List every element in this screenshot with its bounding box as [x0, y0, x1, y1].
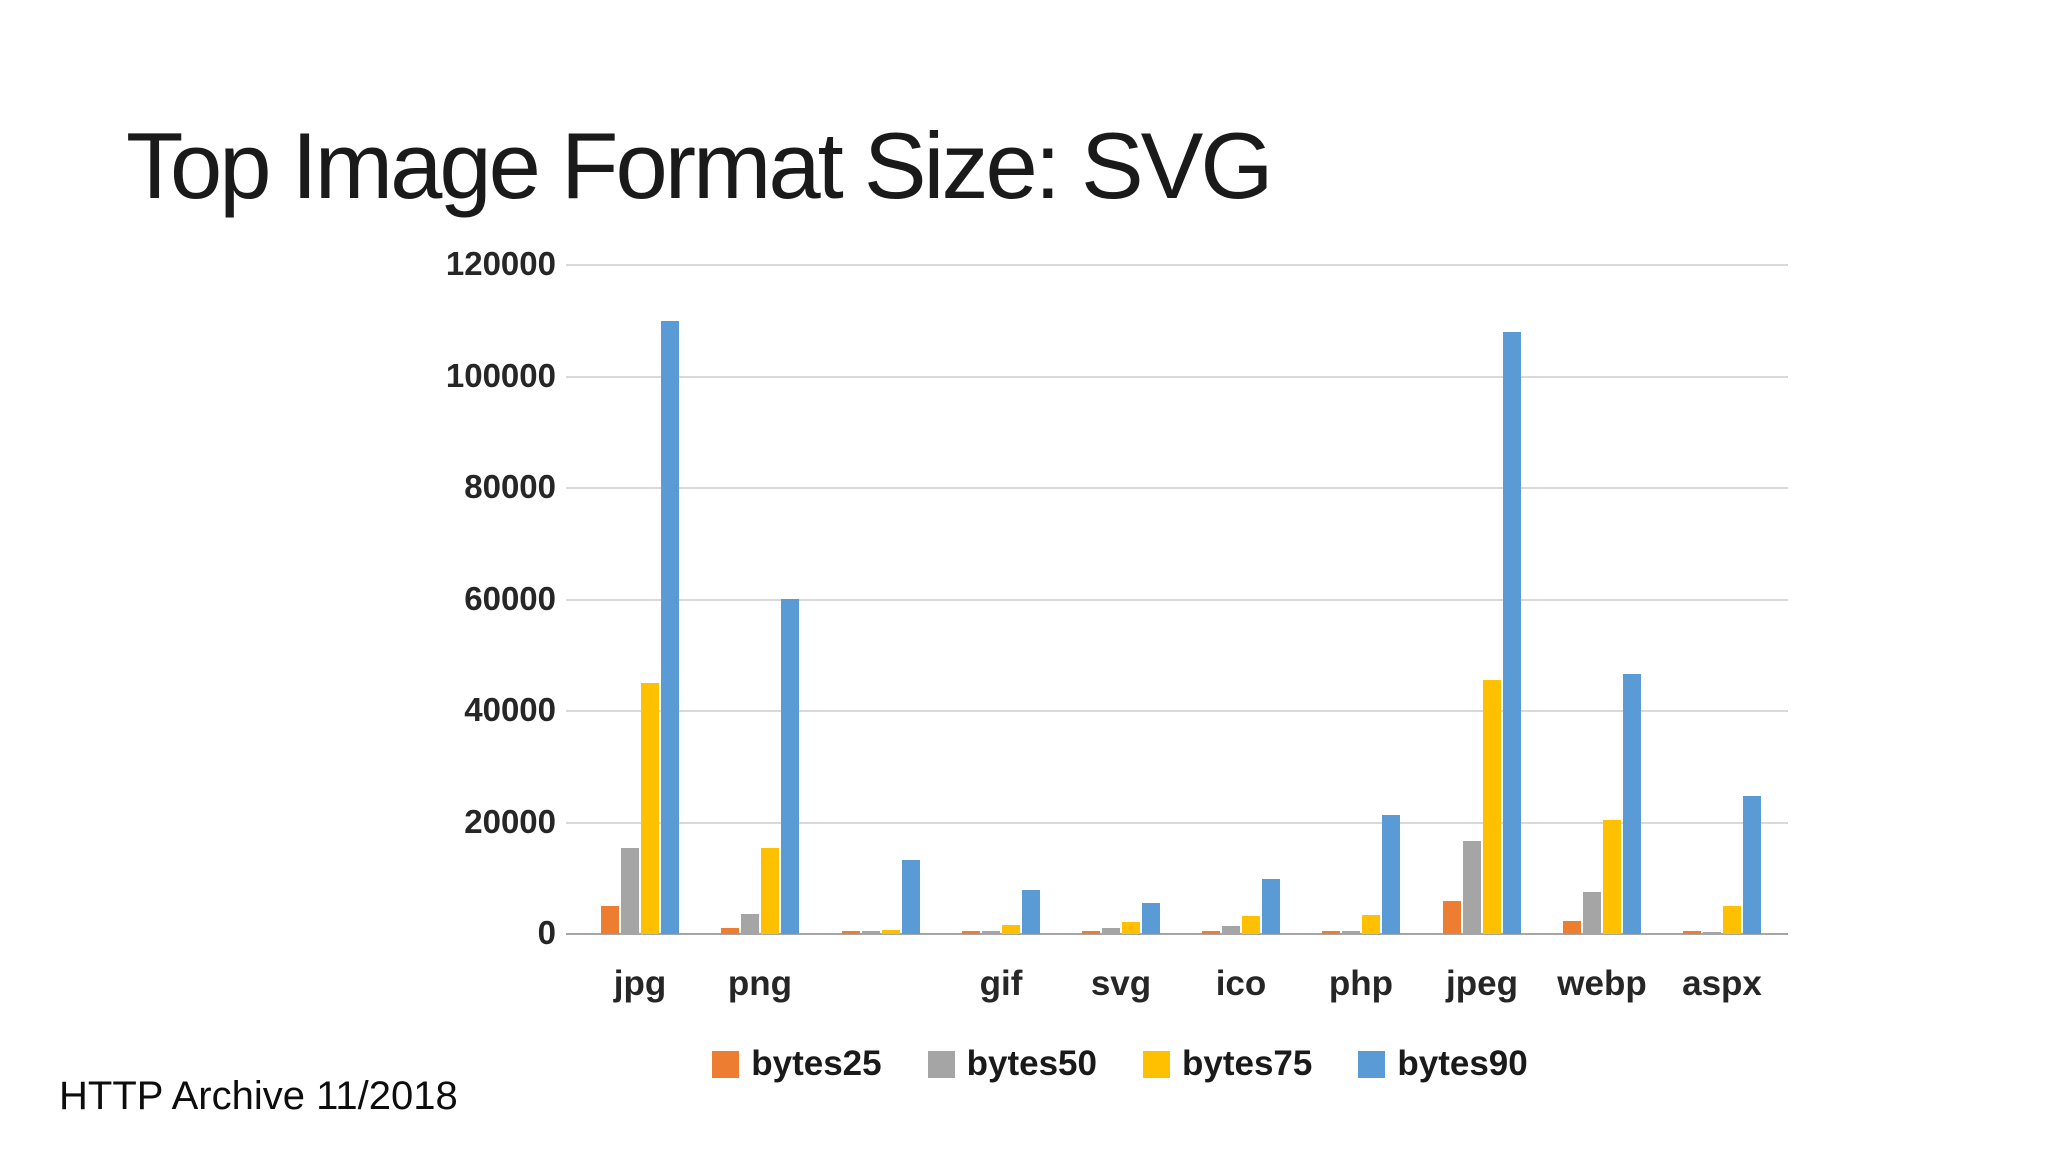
x-axis-category-label: png — [727, 964, 793, 1003]
y-axis-tick-label: 120000 — [445, 245, 556, 282]
gridline — [566, 487, 1788, 489]
bar-bytes25-ico — [1202, 931, 1220, 934]
bar-bytes50-jpeg — [1463, 841, 1481, 934]
bar-bytes25-gif — [962, 931, 980, 934]
bar-bytes50-webp — [1583, 892, 1601, 934]
chart-legend: bytes25 bytes50 bytes75 bytes90 — [520, 1044, 1720, 1084]
legend-item-bytes50: bytes50 — [927, 1044, 1097, 1084]
bar-bytes50-ico — [1222, 926, 1240, 934]
legend-item-bytes90: bytes90 — [1358, 1044, 1528, 1084]
bar-bytes50-blank — [862, 931, 880, 934]
bar-bytes90-aspx — [1743, 796, 1761, 934]
bar-bytes25-svg — [1082, 931, 1100, 934]
bar-bytes75-png — [761, 848, 779, 934]
x-axis-category-label: ico — [1215, 964, 1267, 1003]
legend-swatch-icon — [927, 1050, 955, 1078]
chart-title: Top Image Format Size: SVG — [126, 113, 1273, 218]
x-axis-category-label: aspx — [1682, 964, 1762, 1003]
bar-bytes25-jpeg — [1443, 901, 1461, 934]
bar-bytes25-webp — [1563, 921, 1581, 934]
bar-bytes75-aspx — [1723, 906, 1741, 934]
bar-bytes90-blank — [902, 860, 920, 934]
x-axis-category-label: gif — [979, 964, 1023, 1003]
bar-bytes50-aspx — [1703, 932, 1721, 934]
bar-bytes75-jpeg — [1483, 680, 1501, 934]
bar-bytes50-svg — [1102, 928, 1120, 934]
y-axis-tick-label: 0 — [537, 914, 556, 951]
bar-bytes75-svg — [1122, 922, 1140, 934]
legend-label: bytes75 — [1182, 1044, 1313, 1083]
legend-label: bytes90 — [1397, 1044, 1528, 1083]
gridline — [566, 264, 1788, 266]
bar-bytes90-webp — [1623, 674, 1641, 934]
bar-bytes50-jpg — [621, 848, 639, 934]
bar-bytes50-png — [741, 914, 759, 934]
legend-swatch-icon — [712, 1050, 740, 1078]
y-axis-tick-label: 40000 — [464, 691, 556, 728]
legend-label: bytes25 — [751, 1044, 882, 1083]
gridline — [566, 710, 1788, 712]
bar-bytes75-php — [1362, 915, 1380, 934]
bar-bytes25-php — [1322, 931, 1340, 934]
bar-bytes90-php — [1382, 815, 1400, 934]
gridline — [566, 821, 1788, 824]
x-axis-category-label: webp — [1557, 964, 1647, 1003]
bar-bytes25-jpg — [601, 906, 619, 934]
y-axis-tick-label: 100000 — [445, 356, 556, 394]
bar-bytes25-aspx — [1683, 931, 1701, 934]
bar-bytes75-ico — [1242, 916, 1260, 934]
bar-bytes75-blank — [882, 930, 900, 934]
bar-bytes25-blank — [842, 931, 860, 934]
x-axis-category-label: jpg — [613, 964, 667, 1003]
bar-bytes90-svg — [1142, 903, 1160, 934]
y-axis-tick-label: 20000 — [464, 802, 556, 840]
bar-bytes90-ico — [1262, 879, 1280, 934]
gridline — [566, 598, 1788, 601]
x-axis-category-label: php — [1328, 964, 1394, 1003]
bar-bytes50-php — [1342, 931, 1360, 934]
bar-bytes75-jpg — [641, 683, 659, 934]
bar-bytes90-png — [781, 599, 799, 934]
x-axis-line — [566, 933, 1788, 935]
legend-swatch-icon — [1358, 1050, 1386, 1078]
bar-bytes50-gif — [982, 931, 1000, 934]
legend-swatch-icon — [1143, 1050, 1170, 1078]
legend-item-bytes75: bytes75 — [1143, 1044, 1312, 1084]
gridline — [566, 375, 1788, 378]
legend-item-bytes25: bytes25 — [712, 1044, 882, 1084]
bar-bytes90-gif — [1022, 890, 1040, 934]
bar-bytes75-gif — [1002, 925, 1020, 934]
bar-bytes75-webp — [1603, 820, 1621, 934]
y-axis-tick-label: 80000 — [464, 468, 556, 505]
bar-bytes90-jpg — [661, 321, 679, 934]
source-caption: HTTP Archive 11/2018 — [59, 1074, 458, 1118]
x-axis-category-label: svg — [1090, 964, 1152, 1003]
legend-label: bytes50 — [966, 1044, 1097, 1083]
bar-bytes25-png — [721, 928, 739, 934]
y-axis-tick-label: 60000 — [464, 579, 556, 617]
x-axis-category-label: jpeg — [1446, 964, 1518, 1003]
bar-bytes90-jpeg — [1503, 332, 1521, 934]
